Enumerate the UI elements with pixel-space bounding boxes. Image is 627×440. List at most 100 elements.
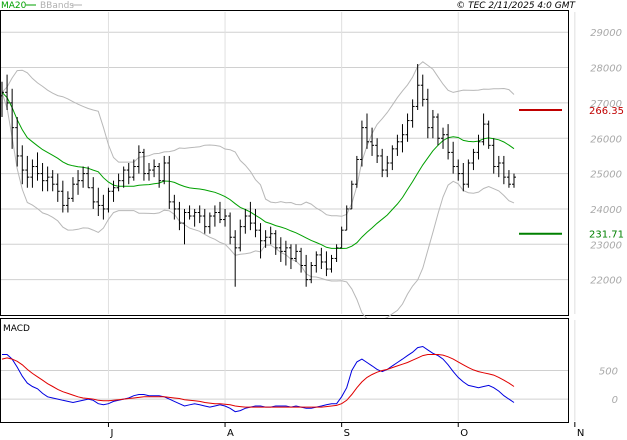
ohlc-bar: [172, 194, 177, 220]
ohlc-bar: [268, 226, 273, 245]
bband-upper-line: [1, 61, 515, 217]
ohlc-bar: [263, 230, 268, 248]
ohlc-bar: [349, 180, 354, 210]
ohlc-bars: [0, 64, 516, 287]
ohlc-bar: [182, 208, 187, 245]
ohlc-bar: [15, 117, 20, 167]
ohlc-bar: [76, 170, 81, 195]
ohlc-bar: [50, 170, 55, 192]
price-panel-frame: [0, 10, 569, 316]
ohlc-bar: [40, 163, 45, 192]
ohlc-bar: [324, 251, 329, 277]
ohlc-bar: [248, 201, 253, 231]
ohlc-bar: [30, 159, 35, 188]
ohlc-bar: [167, 155, 172, 209]
ohlc-bar: [278, 237, 283, 262]
time-tick-label-3: O: [460, 428, 468, 439]
time-tick-label-1: A: [227, 428, 234, 439]
ma20-line: [1, 91, 515, 250]
macd-panel: 0 500 MACD: [0, 318, 618, 423]
ohlc-bar: [136, 145, 141, 174]
ohlc-bar: [456, 159, 461, 181]
ohlc-bar: [65, 191, 70, 213]
ohlc-bar: [81, 166, 86, 188]
ohlc-bar: [116, 173, 121, 192]
ohlc-bar: [202, 208, 207, 234]
ohlc-bar: [304, 254, 309, 287]
ohlc-bar: [420, 74, 425, 107]
ohlc-bar: [466, 159, 471, 188]
ohlc-bar: [0, 81, 4, 118]
ohlc-bar: [131, 159, 136, 181]
ohlc-bar: [395, 134, 400, 156]
ohlc-bar: [446, 124, 451, 160]
price-tick-label-1: 23000: [590, 240, 622, 251]
ohlc-bar: [101, 194, 106, 220]
price-grid: [1, 12, 576, 314]
ohlc-bar: [390, 145, 395, 171]
ohlc-bar: [253, 208, 258, 238]
ohlc-bar: [334, 244, 339, 262]
ohlc-bar: [339, 226, 344, 249]
price-y-axis: 22000 23000 24000 25000 26000 27000 28000 29000: [590, 28, 622, 286]
ohlc-bar: [364, 113, 369, 149]
ohlc-bar: [344, 205, 349, 231]
ohlc-bar: [405, 113, 410, 142]
time-tick-label-0: J: [109, 428, 113, 439]
ohlc-bar: [177, 201, 182, 231]
time-tick-label-4: N: [577, 428, 584, 439]
price-level-label-0: 266.35: [589, 106, 624, 117]
ohlc-bar: [86, 166, 91, 189]
ohlc-bar: [370, 127, 375, 156]
ohlc-bar: [430, 109, 435, 139]
ohlc-bar: [5, 74, 10, 110]
macd-grid: [1, 320, 576, 421]
ohlc-bar: [157, 163, 162, 188]
ohlc-bar: [217, 201, 222, 224]
ohlc-bar: [106, 187, 111, 213]
price-tick-label-4: 26000: [590, 134, 622, 145]
ohlc-bar: [55, 173, 60, 202]
price-tick-label-3: 25000: [590, 170, 622, 181]
ohlc-bar: [91, 177, 96, 209]
ohlc-bar: [415, 64, 420, 110]
ohlc-bar: [441, 127, 446, 149]
price-tick-label-2: 24000: [590, 205, 622, 216]
ohlc-bar: [314, 251, 319, 273]
ohlc-bar: [319, 247, 324, 270]
ohlc-bar: [223, 208, 228, 227]
ohlc-bar: [294, 244, 299, 262]
ohlc-bar: [228, 212, 233, 245]
ohlc-bar: [96, 187, 101, 217]
ohlc-bar: [451, 141, 456, 174]
macd-tick-label-0: 0: [612, 395, 618, 406]
bband-lower-line: [1, 92, 515, 323]
ohlc-bar: [375, 138, 380, 163]
ohlc-bar: [233, 230, 238, 287]
ohlc-bar: [35, 152, 40, 181]
bollinger-bands: [1, 61, 515, 323]
ohlc-bar: [10, 88, 15, 149]
legend-bbands: BBands: [40, 1, 74, 11]
ohlc-bar: [187, 205, 192, 220]
macd-lines: [1, 345, 515, 413]
ohlc-bar: [385, 155, 390, 178]
ohlc-bar: [20, 145, 25, 185]
macd-y-axis: 0 500: [599, 367, 618, 407]
ohlc-bar: [126, 163, 131, 185]
ohlc-bar: [238, 219, 243, 252]
ohlc-bar: [60, 180, 65, 213]
ma20-path: [1, 91, 515, 250]
ohlc-bar: [283, 240, 288, 266]
ohlc-bar: [471, 148, 476, 171]
price-tick-label-0: 22000: [590, 276, 622, 287]
ohlc-bar: [147, 163, 152, 181]
ohlc-bar: [512, 173, 516, 188]
ohlc-bar: [486, 120, 491, 149]
ohlc-bar: [111, 180, 116, 202]
ohlc-bar: [192, 208, 197, 227]
ohlc-bar: [45, 166, 50, 192]
ohlc-bar: [491, 138, 496, 174]
ohlc-bar: [425, 88, 430, 139]
